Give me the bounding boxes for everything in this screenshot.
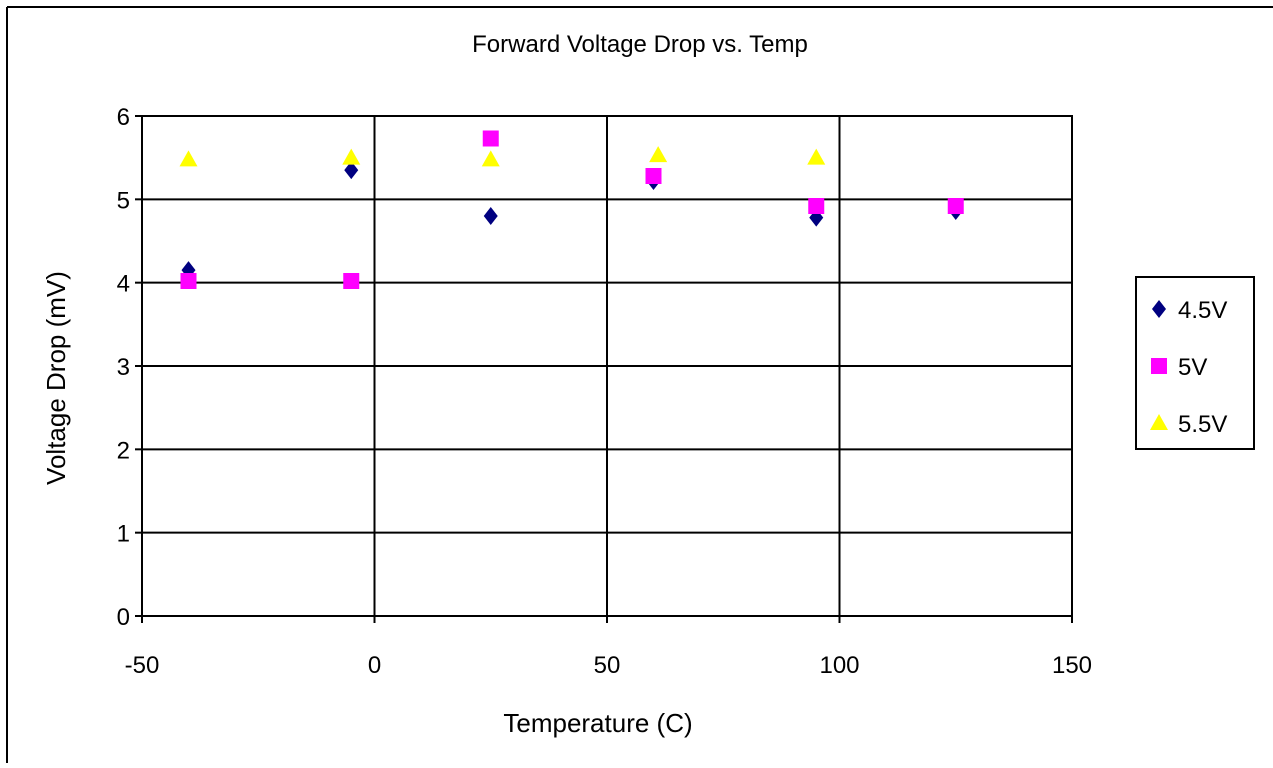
legend: 4.5V 5V 5.5V (1135, 276, 1255, 450)
data-point-triangle-series-3 (179, 150, 198, 167)
chart-title: Forward Voltage Drop vs. Temp (472, 31, 808, 58)
x-tick-label: -50 (125, 652, 160, 679)
x-tick-label: 50 (594, 652, 621, 679)
legend-label: 5V (1178, 354, 1207, 381)
grid-layer (142, 116, 1072, 616)
data-point-square-series-2 (947, 198, 964, 214)
data-point-square-series-2 (482, 130, 499, 147)
y-tick-label: 3 (117, 354, 130, 381)
data-point-square-series-2 (808, 198, 825, 214)
data-point-triangle-series-3 (807, 148, 826, 165)
legend-marker-square (1151, 358, 1167, 374)
y-tick-label: 2 (117, 437, 130, 464)
y-axis-label: Voltage Drop (mV) (41, 271, 71, 485)
legend-marker-diamond (1152, 300, 1166, 318)
data-point-square-series-2 (180, 273, 197, 289)
data-point-diamond-series-1 (344, 161, 359, 180)
y-tick-label: 6 (117, 104, 130, 131)
data-point-triangle-series-3 (342, 148, 361, 165)
tick-label-layer: 0 1 2 3 4 5 6 -50 0 50 100 150 (117, 104, 1092, 679)
legend-label: 4.5V (1178, 297, 1227, 324)
y-tick-label: 4 (117, 271, 130, 298)
data-point-diamond-series-1 (483, 207, 498, 225)
data-point-triangle-series-3 (649, 146, 668, 163)
x-tick-label: 150 (1052, 652, 1092, 679)
marker-layer (179, 130, 964, 289)
data-point-triangle-series-3 (481, 150, 500, 167)
y-tick-label: 5 (117, 187, 130, 214)
x-tick-label: 100 (819, 652, 859, 679)
x-axis-label: Temperature (C) (503, 708, 692, 738)
legend-marker-triangle (1150, 414, 1168, 430)
y-tick-label: 1 (117, 521, 130, 548)
y-tick-label: 0 (117, 604, 130, 631)
x-tick-label: 0 (368, 652, 381, 679)
legend-label: 5.5V (1178, 411, 1227, 438)
data-point-square-series-2 (343, 273, 360, 289)
data-point-square-series-2 (645, 168, 662, 184)
